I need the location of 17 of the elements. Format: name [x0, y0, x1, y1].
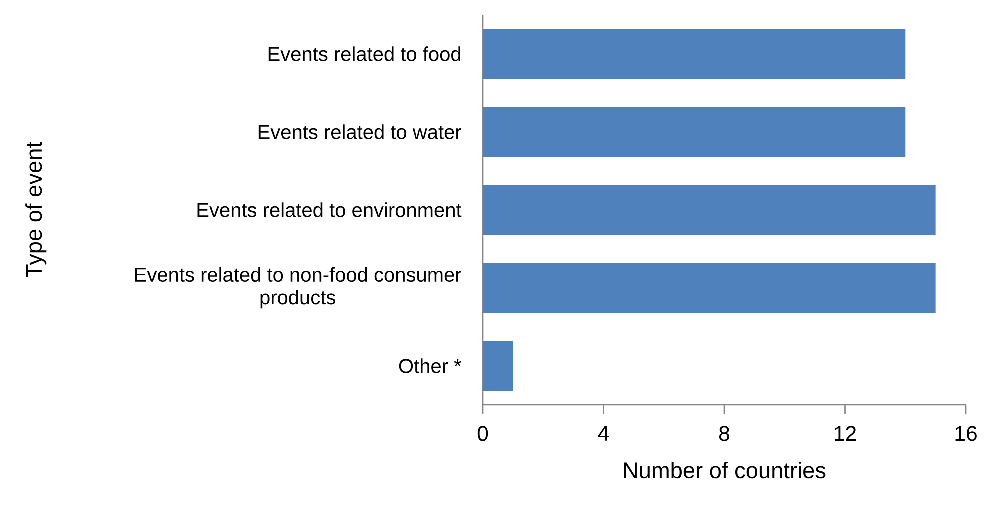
y-tick-label: Events related to environment	[198, 202, 462, 218]
bar	[483, 263, 936, 313]
y-tick-label: Events related to non-food consumer products	[136, 267, 462, 309]
y-axis-title: Type of event	[26, 142, 47, 278]
bar	[483, 29, 906, 79]
x-axis-title: Number of countries	[624, 462, 826, 479]
x-tick-label: 0	[478, 426, 488, 442]
x-tick-label: 4	[598, 426, 610, 441]
bar	[483, 107, 906, 157]
x-tick-label: 8	[719, 426, 730, 442]
y-tick-label: Events related to water	[258, 124, 462, 140]
y-tick-label: Events related to food	[268, 46, 461, 62]
x-tick-label: 16	[956, 426, 977, 442]
bar	[483, 185, 936, 235]
bar	[483, 341, 514, 391]
x-tick-label: 12	[835, 426, 856, 442]
y-tick-label: Other *	[399, 358, 462, 374]
